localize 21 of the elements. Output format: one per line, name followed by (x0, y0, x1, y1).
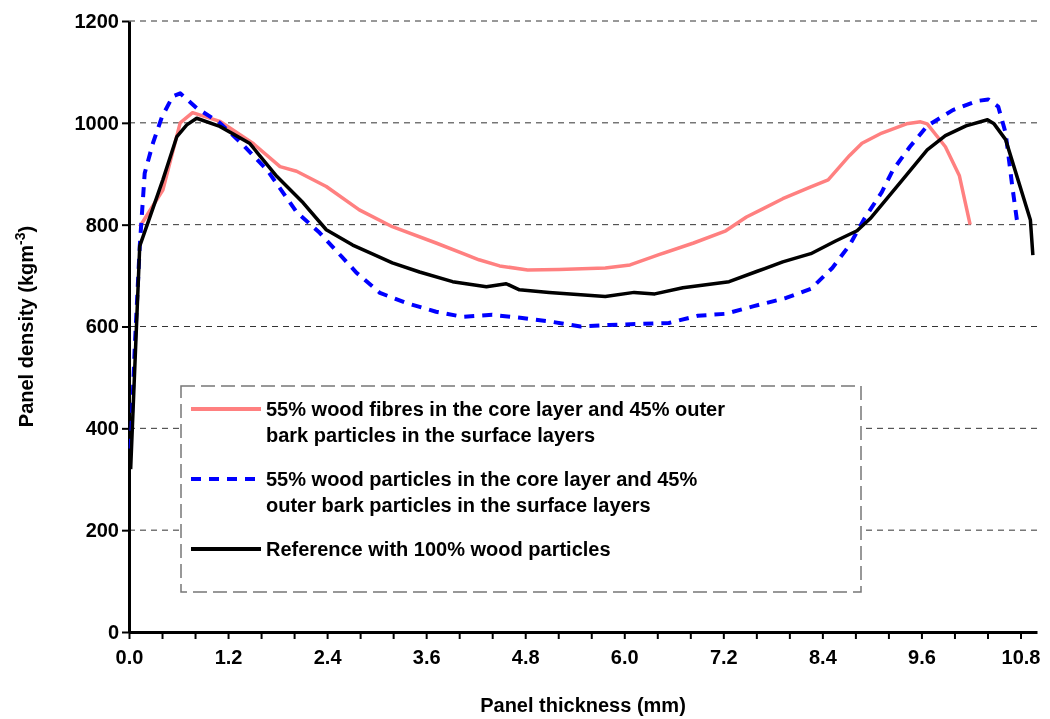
x-tick-label: 7.2 (709, 646, 738, 668)
x-axis-title: Panel thickness (mm) (480, 694, 686, 716)
y-tick-label: 0 (107, 620, 119, 643)
x-tick-label: 3.6 (412, 646, 441, 668)
x-tick-label: 9.6 (908, 646, 936, 668)
y-tick-label: 1000 (74, 111, 119, 134)
x-tick-label: 8.4 (808, 646, 838, 668)
y-tick-label: 400 (85, 417, 119, 440)
x-tick-label: 2.4 (313, 646, 343, 668)
x-tick-label: 1.2 (214, 646, 243, 668)
x-tick-label: 0.0 (115, 646, 144, 668)
x-tick-label: 6.0 (610, 646, 639, 668)
x-tick-label: 10.8 (1001, 646, 1041, 668)
y-tick-label: 800 (85, 213, 119, 236)
y-tick-label: 200 (85, 519, 119, 542)
legend-label: 55% wood fibres in the core layer and 45% outer bark particles in the surface layers (266, 398, 726, 446)
legend-label: Reference with 100% wood particles (266, 538, 611, 560)
y-tick-label: 600 (85, 315, 119, 338)
legend-label: 55% wood particles in the core layer and 45% outer bark particles in the surface layers (266, 468, 698, 516)
x-tick-label: 4.8 (511, 646, 540, 668)
y-tick-label: 1200 (74, 9, 119, 32)
